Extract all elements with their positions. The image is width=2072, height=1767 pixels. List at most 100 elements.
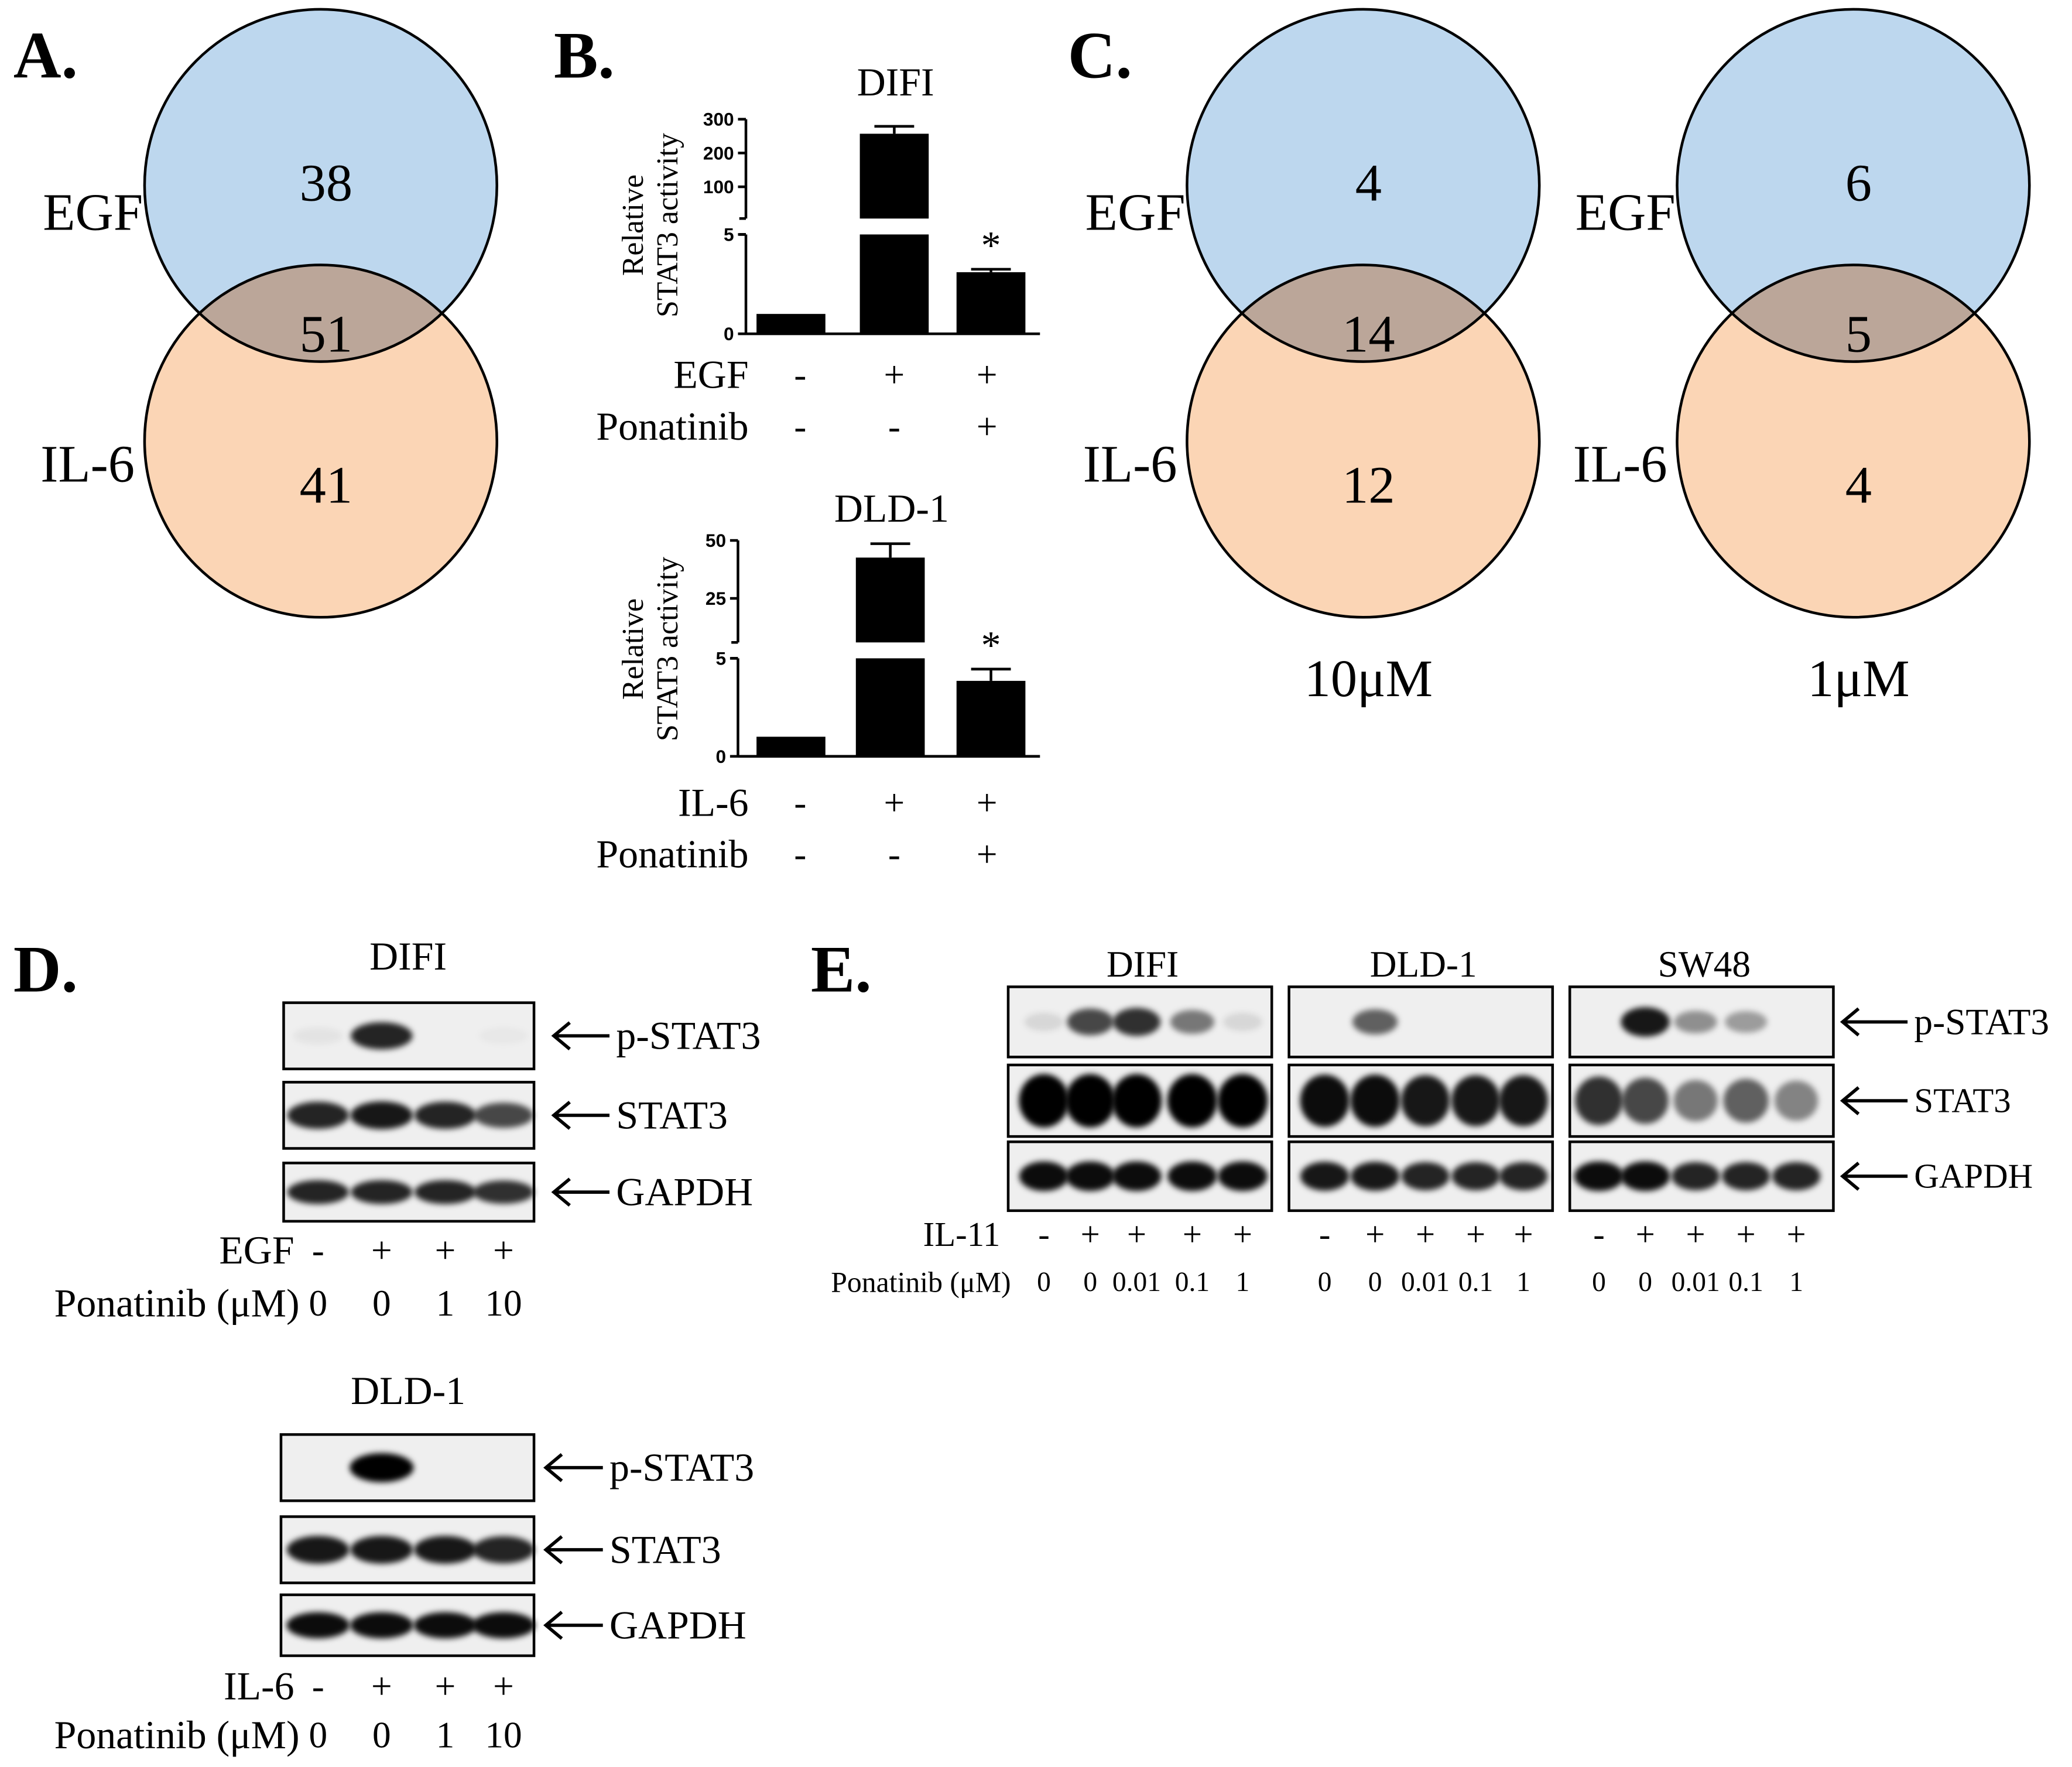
condition-value: 0.01: [1401, 1267, 1450, 1297]
condition-value: +: [1233, 1215, 1252, 1254]
arrow: [1840, 1007, 1908, 1037]
venn-caption: 10μM: [1304, 649, 1433, 708]
y-tick-label: 0: [715, 746, 726, 767]
band: [1401, 1162, 1450, 1191]
condition-value: +: [1686, 1215, 1705, 1254]
band: [1217, 1074, 1268, 1128]
condition-value: 1: [436, 1283, 455, 1324]
band: [1774, 1080, 1818, 1121]
panel-label: D.: [13, 933, 78, 1006]
venn-count: 4: [1355, 153, 1382, 213]
condition-value: 10: [485, 1283, 522, 1324]
error-bar: [874, 125, 915, 134]
venn-count: 14: [1342, 304, 1395, 364]
condition-value: 0: [1037, 1267, 1051, 1297]
y-tick-label: 300: [703, 109, 734, 130]
band: [1111, 1074, 1162, 1128]
band: [1575, 1076, 1623, 1125]
set-label: IL-6: [40, 434, 135, 493]
condition-label: EGF: [219, 1228, 294, 1272]
band: [1300, 1074, 1350, 1127]
band: [287, 1101, 349, 1129]
condition-value: -: [794, 834, 806, 875]
condition-value: 1: [1789, 1267, 1803, 1297]
band: [472, 1612, 536, 1639]
band: [1300, 1162, 1350, 1191]
condition-value: +: [493, 1230, 514, 1271]
venn-outline: [1186, 263, 1541, 619]
condition-value: +: [1513, 1215, 1533, 1254]
set-label: IL-6: [1083, 434, 1177, 493]
condition-value: +: [977, 406, 998, 447]
arrow: [551, 1177, 610, 1207]
chart-title: DLD-1: [834, 487, 949, 530]
condition-label: Ponatinib: [596, 405, 748, 448]
condition-label: Ponatinib (μM): [54, 1713, 300, 1757]
band: [1112, 1008, 1161, 1036]
band: [1620, 1161, 1670, 1191]
venn-outline: [1186, 8, 1541, 363]
venn-count: 41: [300, 456, 352, 515]
y-axis-label: STAT3 activity: [651, 133, 684, 317]
venn-count: 4: [1845, 456, 1872, 515]
band: [350, 1453, 414, 1482]
venn-count: 51: [300, 304, 352, 364]
band: [293, 1028, 343, 1045]
band: [1066, 1161, 1115, 1191]
y-axis-label: STAT3 activity: [651, 557, 684, 741]
set-label: IL-6: [1573, 434, 1667, 493]
band: [1065, 1074, 1116, 1128]
bar: [956, 680, 1026, 756]
venn-caption: 1μM: [1807, 649, 1909, 708]
band: [351, 1022, 413, 1050]
band: [413, 1612, 477, 1639]
band: [474, 1102, 533, 1128]
band-label: GAPDH: [1914, 1157, 2033, 1195]
condition-value: +: [371, 1230, 392, 1271]
venn-count: 6: [1845, 153, 1872, 213]
bar: [859, 133, 929, 219]
y-tick-label: 5: [724, 224, 734, 245]
condition-value: -: [794, 782, 806, 823]
venn-count: 38: [300, 153, 352, 213]
panel-label: A.: [13, 19, 78, 93]
blot-title: DIFI: [369, 934, 447, 978]
band: [286, 1612, 350, 1639]
band: [1352, 1009, 1398, 1035]
arrow: [551, 1021, 610, 1050]
y-tick-label: 5: [715, 648, 726, 669]
band-label: STAT3: [616, 1093, 728, 1137]
condition-value: +: [1183, 1215, 1202, 1254]
condition-value: +: [1466, 1215, 1485, 1254]
band: [1499, 1075, 1548, 1126]
band: [1451, 1162, 1500, 1191]
condition-value: 0: [1368, 1267, 1382, 1297]
condition-value: 0: [372, 1715, 391, 1756]
venn-circle: [1187, 9, 1540, 362]
condition-value: 10: [485, 1715, 522, 1756]
venn-outline: [143, 8, 498, 363]
venn-circle: [144, 265, 497, 618]
condition-value: 0: [1083, 1267, 1097, 1297]
condition-value: +: [1737, 1215, 1756, 1254]
condition-label: IL-6: [678, 780, 749, 824]
condition-value: 0.01: [1112, 1267, 1161, 1297]
y-tick-label: 200: [703, 142, 734, 163]
condition-label: Ponatinib: [596, 833, 748, 876]
band-label: p-STAT3: [616, 1014, 761, 1058]
y-tick-label: 50: [705, 530, 726, 551]
panel-label: C.: [1068, 19, 1132, 93]
venn-outline: [1676, 263, 2031, 619]
condition-value: 0: [1592, 1267, 1606, 1297]
axis-break: [739, 217, 746, 236]
blot-frame: [1287, 985, 1554, 1059]
condition-label: Ponatinib (μM): [831, 1266, 1011, 1298]
band: [350, 1612, 413, 1639]
condition-value: 1: [1516, 1267, 1530, 1297]
band-label: STAT3: [1914, 1082, 2011, 1120]
band: [1671, 1162, 1720, 1191]
band: [472, 1180, 535, 1204]
condition-value: -: [312, 1666, 324, 1707]
set-label: EGF: [43, 182, 143, 241]
band: [479, 1028, 528, 1044]
